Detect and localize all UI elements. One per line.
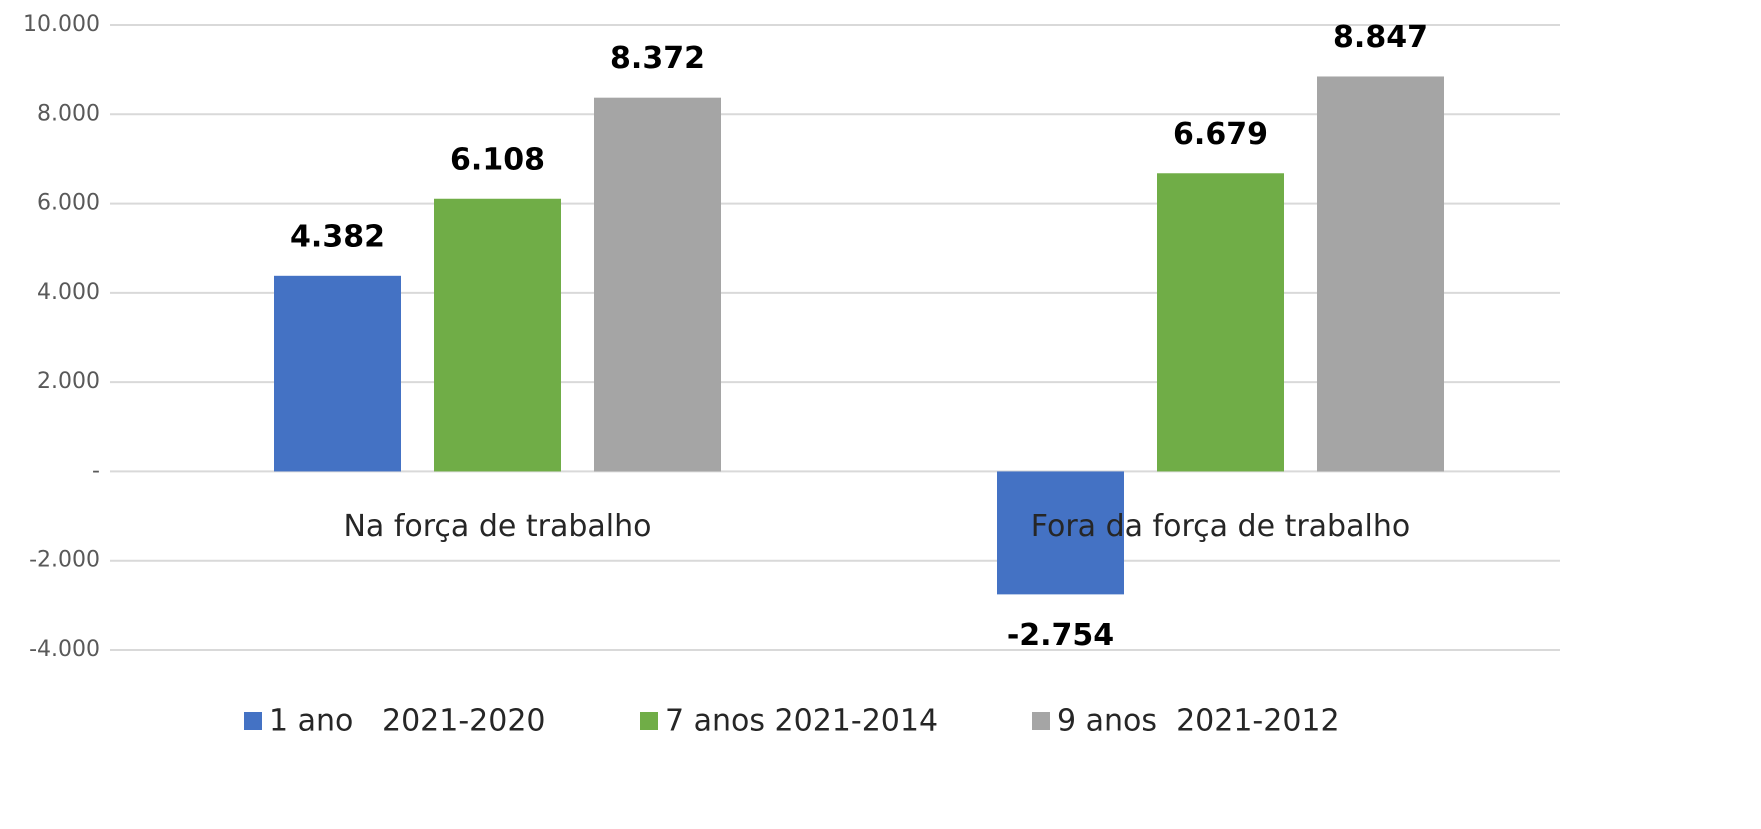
y-tick-label: 6.000: [37, 191, 100, 216]
legend-label: 1 ano 2021-2020: [269, 704, 546, 739]
x-tick-label: Na força de trabalho: [343, 509, 651, 544]
value-label: 6.679: [1173, 117, 1268, 152]
y-tick-label: 8.000: [37, 101, 100, 126]
legend-swatch: [244, 712, 262, 730]
legend-label: 9 anos 2021-2012: [1057, 704, 1340, 739]
y-tick-label: 2.000: [37, 369, 100, 394]
y-tick-label: 4.000: [37, 280, 100, 305]
legend-label: 7 anos 2021-2014: [665, 704, 938, 739]
bar: [594, 97, 721, 472]
y-tick-label: -: [92, 458, 100, 483]
legend-swatch: [1032, 712, 1050, 730]
bar: [274, 275, 401, 472]
value-label: 4.382: [290, 219, 385, 254]
value-label: 6.108: [450, 142, 545, 177]
value-label: 8.847: [1333, 20, 1428, 55]
value-label: -2.754: [1007, 618, 1114, 653]
bar: [997, 471, 1124, 595]
bar: [434, 198, 561, 472]
bar: [1317, 76, 1444, 472]
value-label: 8.372: [610, 41, 705, 76]
y-tick-label: -2.000: [29, 548, 100, 573]
bar: [1157, 173, 1284, 472]
y-tick-label: -4.000: [29, 637, 100, 662]
x-tick-label: Fora da força de trabalho: [1031, 509, 1410, 544]
y-tick-label: 10.000: [23, 12, 100, 37]
legend-swatch: [640, 712, 658, 730]
